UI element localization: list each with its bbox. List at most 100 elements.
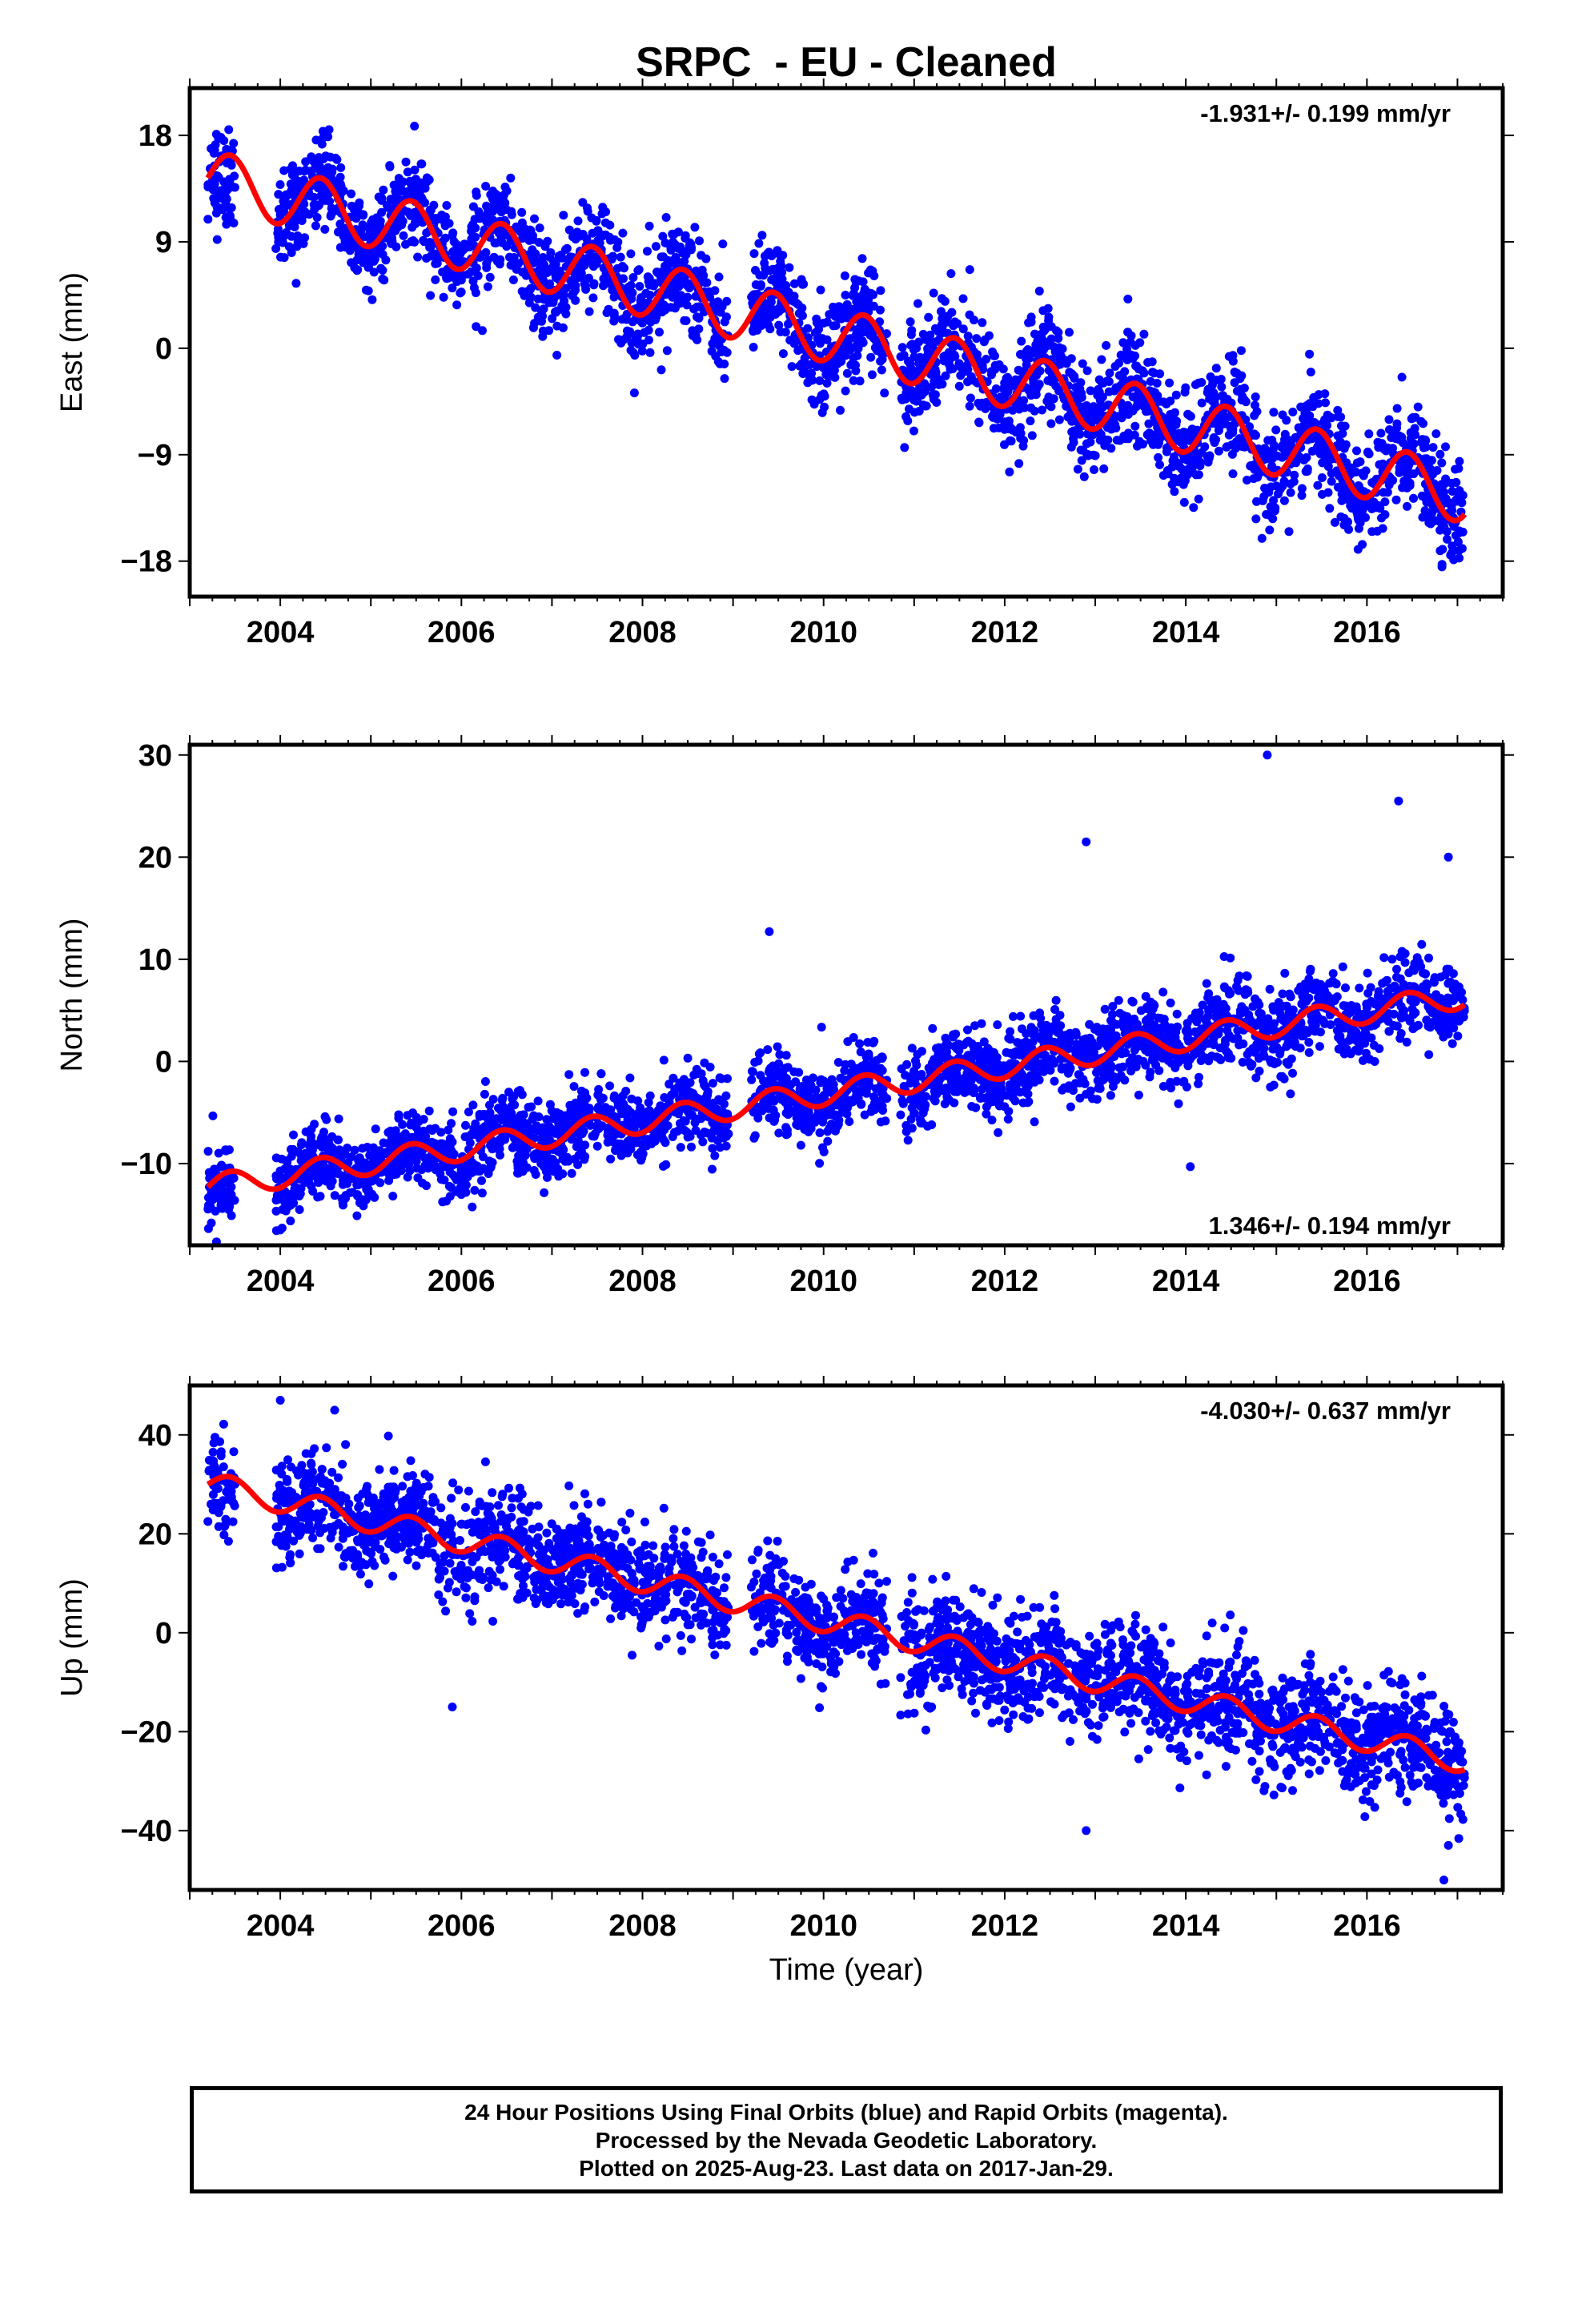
east-point-1356 bbox=[446, 271, 456, 280]
east-point-1484 bbox=[619, 335, 628, 344]
east-point-2475 bbox=[1148, 368, 1158, 377]
east-point-2882 bbox=[1158, 471, 1168, 480]
east-point-1707 bbox=[1397, 372, 1407, 382]
east-point-1253 bbox=[530, 319, 540, 328]
east-point-2654 bbox=[1385, 425, 1394, 434]
east-point-896 bbox=[747, 292, 757, 302]
east-point-2816 bbox=[1352, 458, 1362, 468]
north-point-1311 bbox=[819, 1147, 829, 1156]
east-point-2020 bbox=[954, 381, 964, 391]
east-point-1144 bbox=[507, 207, 516, 216]
east-point-2876 bbox=[1014, 459, 1024, 468]
east-point-2294 bbox=[1194, 494, 1203, 504]
east-point-1398 bbox=[600, 218, 610, 227]
north-point-518 bbox=[447, 1119, 456, 1128]
north-point-65 bbox=[213, 1185, 223, 1195]
east-point-557 bbox=[841, 291, 850, 300]
east-point-2777 bbox=[1094, 388, 1104, 396]
east-point-1517 bbox=[370, 254, 379, 263]
east-point-1249 bbox=[602, 308, 612, 317]
east-point-1468 bbox=[668, 229, 677, 239]
east-point-2956 bbox=[1411, 412, 1420, 422]
north-point-1383 bbox=[675, 1119, 685, 1128]
east-point-2763 bbox=[1359, 471, 1368, 480]
north-point-1081 bbox=[424, 1106, 434, 1116]
east-point-815 bbox=[546, 248, 556, 257]
east-point-82 bbox=[347, 189, 356, 199]
north-point-1814 bbox=[1255, 1067, 1264, 1076]
east-point-415 bbox=[849, 376, 858, 385]
east-point-1117 bbox=[649, 281, 658, 291]
north-point-1558 bbox=[509, 1092, 519, 1101]
north-point-327 bbox=[507, 1101, 516, 1111]
east-point-2817 bbox=[1167, 480, 1177, 489]
north-point-1309 bbox=[477, 1188, 487, 1198]
north-point-1490 bbox=[816, 1112, 825, 1121]
north-point-814 bbox=[353, 1191, 362, 1200]
north-point-1525 bbox=[764, 1104, 773, 1113]
east-point-41 bbox=[203, 215, 213, 224]
east-point-2731 bbox=[1162, 400, 1171, 408]
east-point-1479 bbox=[512, 264, 521, 274]
east-point-2546 bbox=[1243, 476, 1251, 485]
east-point-2501 bbox=[1361, 513, 1370, 522]
east-point-2930 bbox=[1442, 527, 1452, 537]
north-point-1396 bbox=[683, 1128, 693, 1138]
north-point-285 bbox=[644, 1098, 653, 1108]
east-point-1395 bbox=[544, 280, 553, 290]
east-xtick-label: 2008 bbox=[608, 616, 677, 649]
east-xtick-label: 2006 bbox=[428, 616, 496, 649]
north-point-1518 bbox=[685, 1078, 695, 1088]
north-point-1293 bbox=[771, 1072, 781, 1081]
east-point-2958 bbox=[1197, 448, 1207, 457]
east-point-1416 bbox=[343, 239, 353, 248]
east-point-2979 bbox=[1194, 378, 1203, 388]
east-point-1201 bbox=[658, 252, 668, 262]
east-point-567 bbox=[616, 252, 625, 262]
east-point-984 bbox=[471, 232, 480, 242]
east-point-2057 bbox=[1189, 503, 1199, 513]
east-point-2772 bbox=[1386, 473, 1395, 483]
east-point-2883 bbox=[905, 368, 914, 377]
north-point-1479 bbox=[472, 1166, 481, 1176]
east-point-1412 bbox=[482, 263, 492, 272]
east-point-1409 bbox=[754, 239, 764, 248]
east-point-1455 bbox=[488, 207, 498, 216]
east-point-2564 bbox=[1403, 483, 1411, 493]
east-point-2987 bbox=[1138, 440, 1147, 449]
north-point-1107 bbox=[543, 1172, 552, 1182]
east-point-1525 bbox=[377, 193, 387, 203]
east-point-2592 bbox=[913, 299, 922, 308]
east-point-37 bbox=[225, 203, 235, 213]
east-point-1152 bbox=[319, 133, 328, 143]
east-point-2570 bbox=[1069, 434, 1078, 444]
north-point-1460 bbox=[756, 1071, 765, 1080]
east-point-59 bbox=[210, 145, 219, 155]
north-point-62 bbox=[203, 1193, 213, 1202]
east-point-2572 bbox=[946, 269, 956, 279]
east-point-988 bbox=[431, 249, 440, 259]
chart-title: SRPC - EU - Cleaned bbox=[636, 39, 1057, 86]
east-point-2689 bbox=[1321, 398, 1330, 408]
north-point-1733 bbox=[1370, 1057, 1379, 1066]
east-point-2210 bbox=[1419, 443, 1428, 452]
east-point-2801 bbox=[1392, 404, 1402, 413]
east-point-1415 bbox=[389, 196, 399, 205]
east-point-2687 bbox=[1079, 402, 1088, 412]
east-point-2778 bbox=[1443, 534, 1452, 544]
east-point-1010 bbox=[472, 191, 481, 200]
east-point-697 bbox=[846, 360, 856, 370]
east-point-2770 bbox=[1187, 456, 1196, 466]
east-point-1491 bbox=[589, 261, 599, 271]
east-point-1413 bbox=[571, 235, 580, 244]
north-point-1335 bbox=[547, 1154, 556, 1164]
east-point-1548 bbox=[651, 315, 661, 324]
east-point-72 bbox=[867, 370, 877, 380]
east-point-2728 bbox=[1439, 487, 1448, 497]
east-point-1559 bbox=[755, 271, 765, 280]
north-point-1181 bbox=[645, 1091, 655, 1100]
east-point-2864 bbox=[1016, 428, 1026, 438]
east-point-2946 bbox=[1428, 469, 1438, 479]
east-point-2752 bbox=[1023, 345, 1033, 354]
east-point-1504 bbox=[850, 283, 860, 292]
